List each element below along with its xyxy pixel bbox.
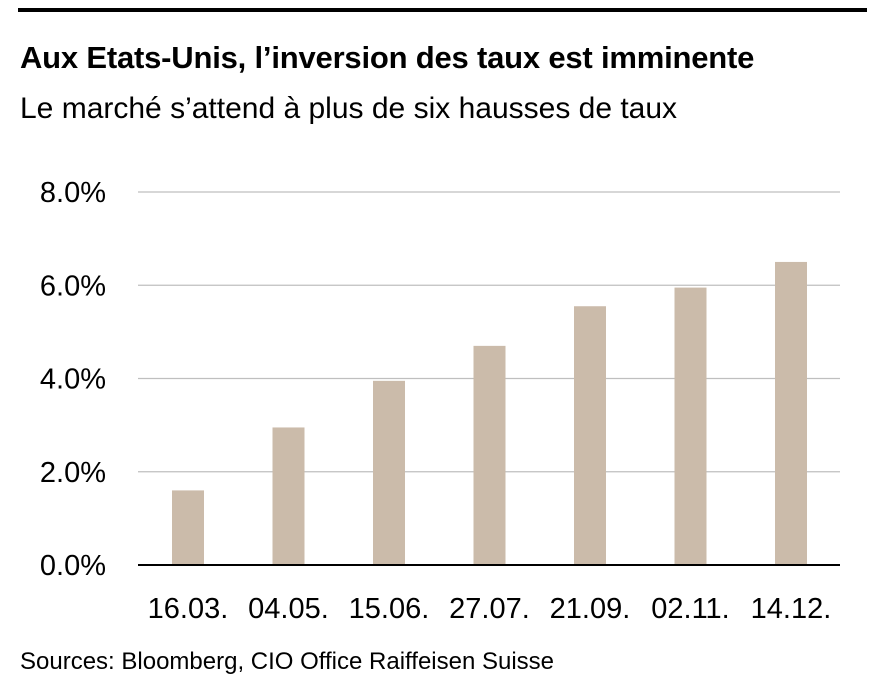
x-tick-label: 04.05. bbox=[248, 593, 329, 625]
bar bbox=[674, 287, 707, 565]
x-tick-label: 27.07. bbox=[449, 593, 530, 625]
y-tick-label: 0.0% bbox=[40, 550, 106, 582]
bar bbox=[574, 306, 606, 565]
x-tick-label: 15.06. bbox=[349, 593, 430, 625]
y-tick-label: 4.0% bbox=[40, 364, 106, 396]
y-tick-label: 6.0% bbox=[40, 270, 106, 302]
x-tick-label: 21.09. bbox=[550, 593, 631, 625]
x-tick-label: 02.11. bbox=[651, 593, 729, 625]
bar bbox=[473, 345, 506, 565]
chart-subtitle: Le marché s’attend à plus de six hausses… bbox=[20, 92, 678, 125]
top-rule bbox=[18, 8, 867, 12]
source-note: Sources: Bloomberg, CIO Office Raiffeise… bbox=[20, 648, 555, 675]
x-tick-label: 14.12. bbox=[751, 593, 832, 625]
bar bbox=[775, 261, 807, 565]
bar bbox=[373, 380, 405, 565]
bar bbox=[272, 427, 305, 565]
x-tick-label: 16.03. bbox=[148, 593, 229, 625]
y-tick-label: 8.0% bbox=[40, 177, 106, 209]
chart-title: Aux Etats-Unis, l’inversion des taux est… bbox=[20, 40, 755, 75]
y-tick-label: 2.0% bbox=[40, 457, 106, 489]
bar bbox=[172, 490, 204, 565]
